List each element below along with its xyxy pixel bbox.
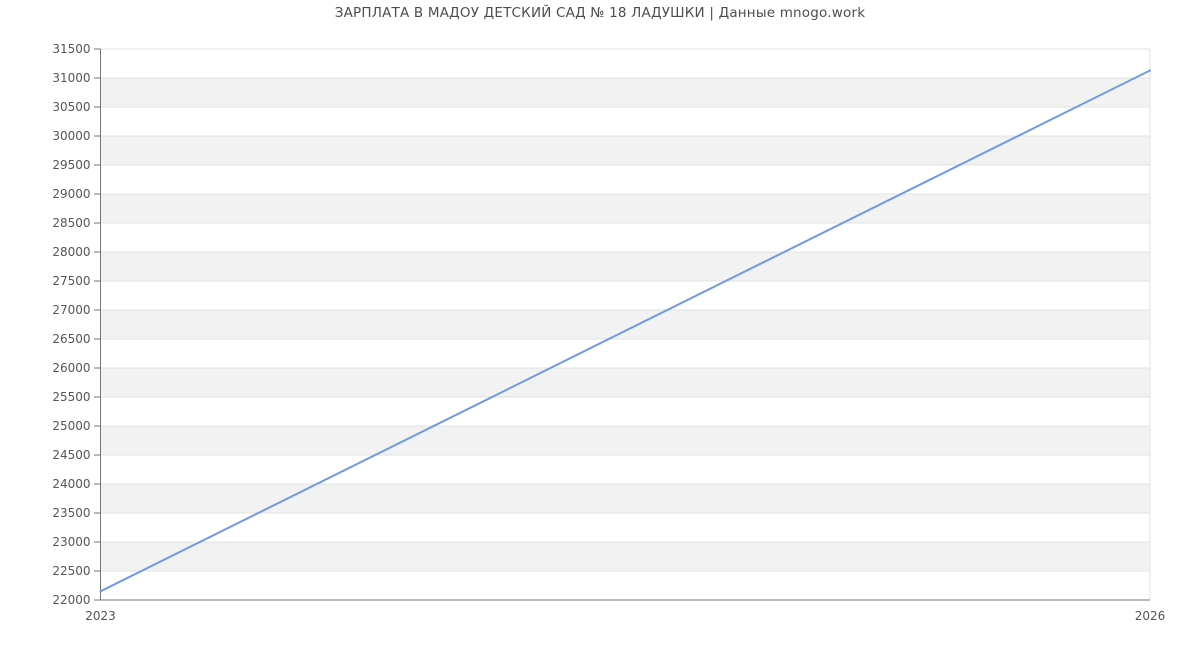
y-tick-label: 27000 [52,303,90,317]
y-tick-label: 29000 [52,187,90,201]
y-tick-label: 23000 [52,535,90,549]
x-tick-label: 2026 [1135,609,1166,623]
y-tick-label: 28000 [52,245,90,259]
y-tick-label: 27500 [52,274,90,288]
y-tick-label: 24500 [52,448,90,462]
y-tick-label: 22500 [52,564,90,578]
plot-band [100,194,1150,223]
x-tick-label: 2023 [85,609,116,623]
y-tick-label: 30000 [52,129,90,143]
plot-band [100,252,1150,281]
y-tick-label: 23500 [52,506,90,520]
salary-trend-line [99,69,1151,593]
plot-band [100,368,1150,397]
plot-band [100,78,1150,107]
plot-band [100,310,1150,339]
y-tick-label: 25000 [52,419,90,433]
y-tick-label: 26000 [52,361,90,375]
y-tick-label: 30500 [52,100,90,114]
plot-band [100,484,1150,513]
y-tick-label: 24000 [52,477,90,491]
chart-title: ЗАРПЛАТА В МАДОУ ДЕТСКИЙ САД № 18 ЛАДУШК… [334,5,866,21]
plot-band [100,426,1150,455]
y-tick-label: 28500 [52,216,90,230]
plot-band [100,136,1150,165]
y-tick-label: 29500 [52,158,90,172]
plot-band [100,542,1150,571]
y-tick-label: 31500 [52,42,90,56]
y-tick-label: 31000 [52,71,90,85]
y-tick-label: 22000 [52,593,90,607]
y-tick-label: 26500 [52,332,90,346]
y-tick-label: 25500 [52,390,90,404]
